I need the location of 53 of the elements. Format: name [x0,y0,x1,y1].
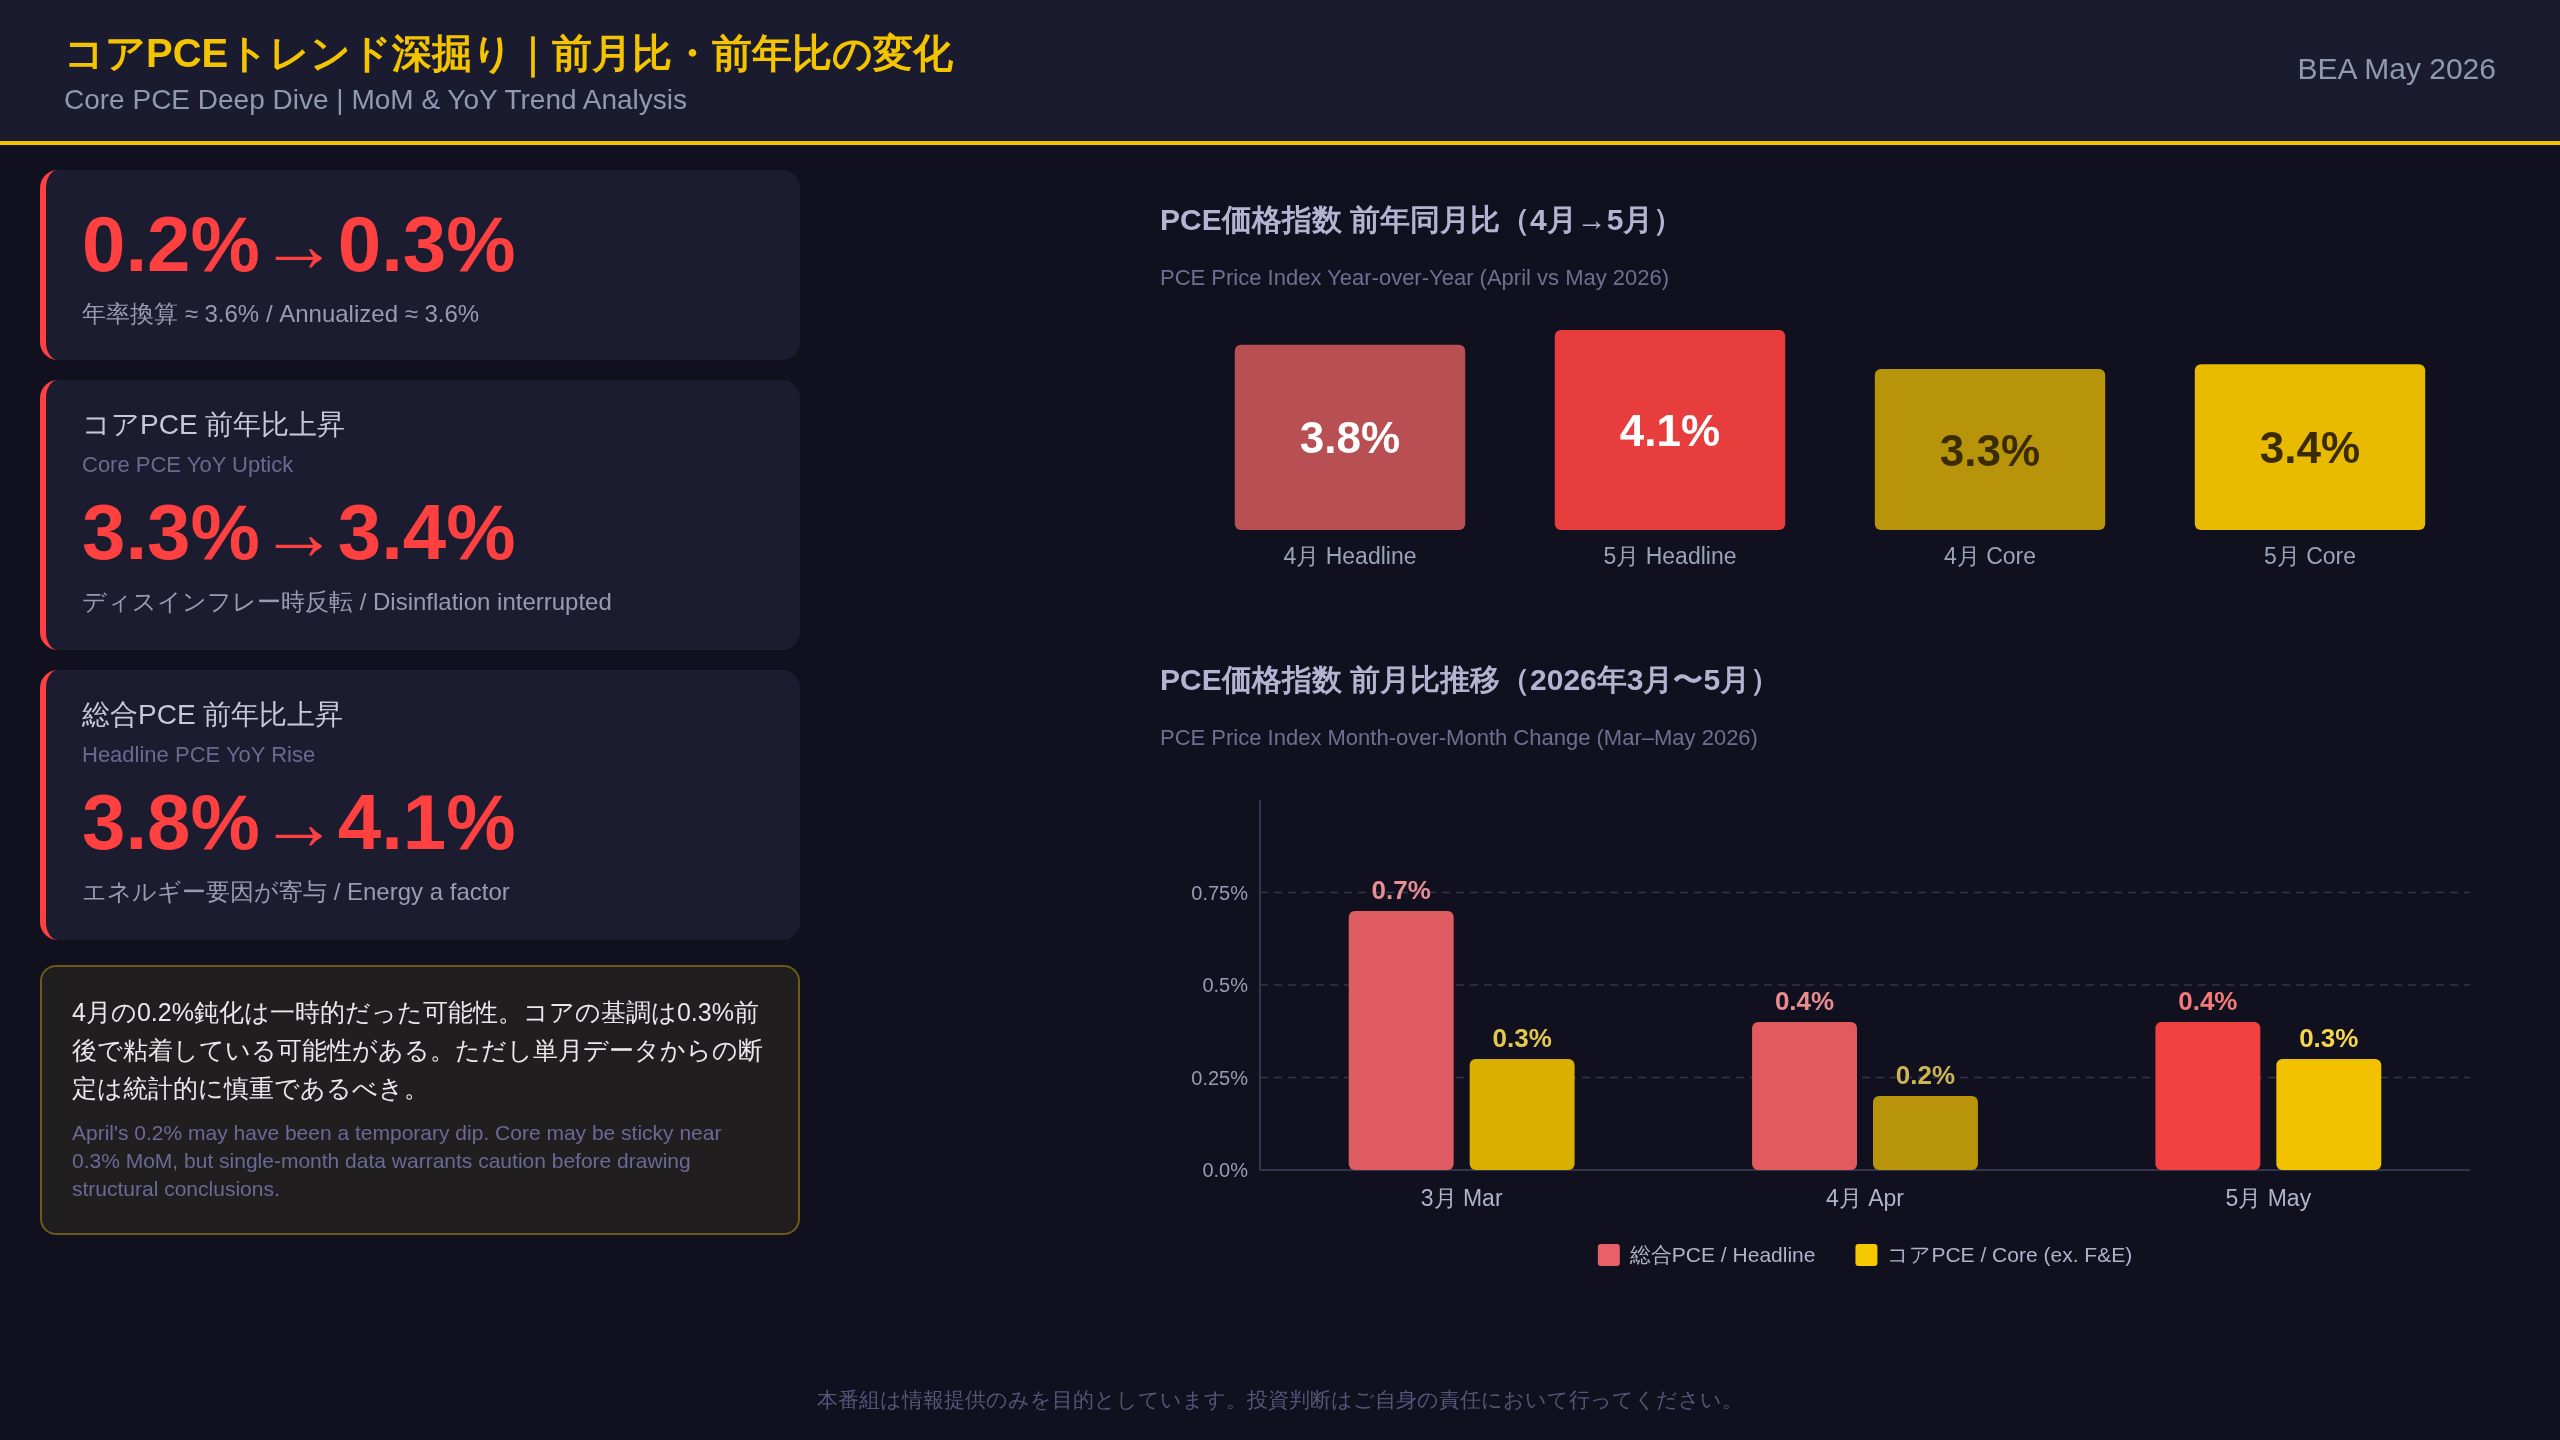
bar [1554,330,1786,530]
data-label: 0.4% [2178,986,2238,1016]
x-tick-label: 4月 Apr [1826,1185,1905,1211]
x-tick-label: 4月 Core [1943,543,2037,569]
text: ディスインフレー時反転 / Disinflation interrupted [82,587,613,617]
text: 0.2%→0.3% [82,199,517,290]
bar [1874,369,2106,530]
bar [1348,911,1454,1170]
text: 本番組は情報提供のみを目的としています。投資判断はご自身の責任において行ってください。 [816,1387,1744,1413]
y-tick-label: 0.0% [1202,1159,1249,1181]
text: 総合PCE 前年比上昇 [82,698,345,732]
data-label: 3.8% [1299,413,1401,463]
text: コアPCEトレンド深掘り｜前月比・前年比の変化 [64,30,954,80]
y-tick-label: 0.5% [1202,974,1249,996]
chart-title: PCE価格指数 前月比推移（2026年3月〜5月） [1160,663,1781,696]
bar [2194,364,2426,530]
text: 3.3%→3.4% [82,487,517,578]
bar [1873,1096,1978,1170]
legend-label: 総合PCE / Headline [1628,1243,1816,1266]
text: Headline PCE YoY Rise [82,742,317,768]
x-tick-label: 5月 Headline [1603,543,1737,569]
x-tick-label: 5月 May [2225,1185,2312,1211]
legend-label: コアPCE / Core (ex. F&E) [1887,1243,2133,1266]
text: Core PCE Deep Dive | MoM & YoY Trend Analysis [64,84,688,116]
text: Core PCE YoY Uptick [82,452,295,478]
bar [2276,1059,2382,1170]
data-label: 3.4% [2259,423,2361,473]
data-label: 4.1% [1619,406,1721,455]
chart-subtitle: PCE Price Index Year-over-Year (April vs May 2026) [1160,265,1670,290]
text: エネルギー要因が寄与 / Energy a factor [82,877,511,907]
text: コアPCE 前年比上昇 [82,408,347,442]
bar [1234,344,1466,530]
bar [2155,1022,2261,1170]
x-tick-label: 4月 Headline [1283,543,1417,569]
data-label: 0.2% [1895,1060,1956,1090]
y-tick-label: 0.25% [1191,1066,1249,1089]
data-label: 3.3% [1939,425,2041,475]
data-label: 0.4% [1774,986,1835,1016]
x-tick-label: 3月 Mar [1420,1185,1503,1211]
text: 3.8%→4.1% [82,777,517,868]
text: April's 0.2% may have been a temporary dip. Core may be sticky near 0.3% MoM, but single-month data warrants caution before drawing structural conclusions. [72,1120,723,1202]
chart-title: PCE価格指数 前年同月比（4月→5月） [1160,203,1684,236]
text: BEA May 2026 [2297,52,2496,86]
text: 年率換算 ≈ 3.6% / Annualized ≈ 3.6% [82,299,481,329]
data-label: 0.3% [1492,1023,1552,1053]
data-label: 0.3% [2299,1023,2359,1053]
text: 4月の0.2%鈍化は一時的だった可能性。コアの基調は0.3%前後で粘着している可能性がある。ただし単月データからの断定は統計的に慎重であるべき。 [72,997,764,1104]
y-tick-label: 0.75% [1191,881,1249,904]
chart-subtitle: PCE Price Index Month-over-Month Change (Mar–May 2026) [1160,725,1758,750]
x-tick-label: 5月 Core [2263,543,2357,569]
bar [1752,1022,1857,1170]
bar [1469,1059,1575,1170]
data-label: 0.7% [1371,875,1431,905]
